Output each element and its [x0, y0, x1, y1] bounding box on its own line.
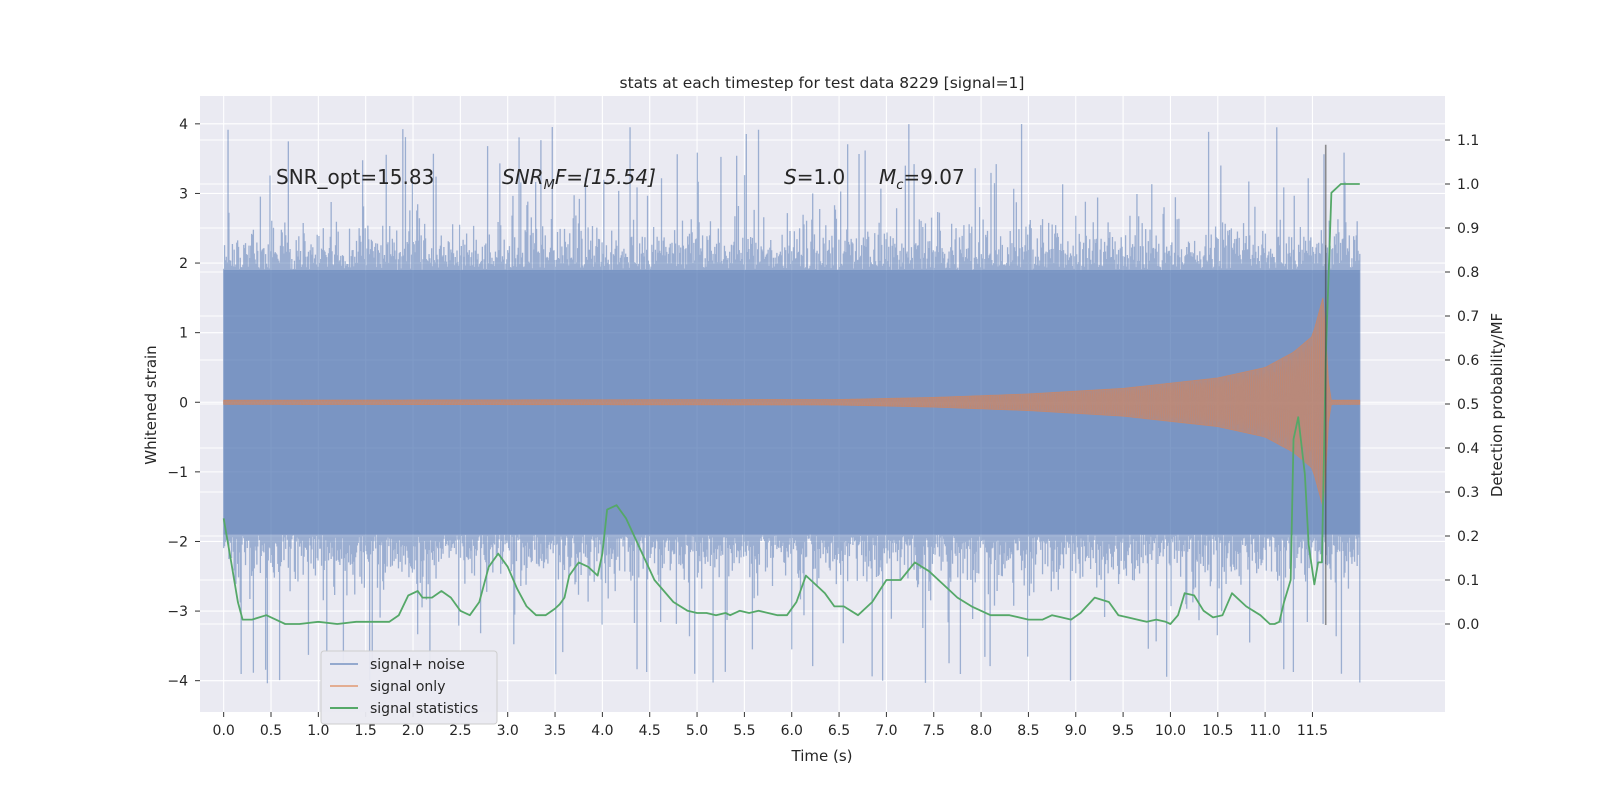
snr-mf-base: SNR — [502, 165, 544, 189]
x-tick-label: 8.5 — [1017, 723, 1039, 739]
x-tick-label: 9.0 — [1065, 723, 1087, 739]
legend: signal+ noise signal only signal statist… — [320, 650, 498, 725]
y-axis-label-left: Whitened strain — [142, 345, 160, 464]
x-axis-label: Time (s) — [791, 747, 853, 765]
x-tick-label: 6.5 — [828, 723, 850, 739]
s-rest: =1.0 — [797, 165, 846, 189]
x-tick-label: 5.5 — [733, 723, 755, 739]
x-tick-label: 10.0 — [1155, 723, 1186, 739]
snr-mf-rest: F=[15.54] — [555, 165, 656, 189]
legend-label-signal-noise: signal+ noise — [370, 657, 465, 673]
y-left-tick-label: 1 — [179, 326, 188, 342]
mc-sub: c — [896, 178, 903, 193]
y-right-tick-label: 0.4 — [1457, 441, 1479, 457]
x-tick-label: 7.0 — [875, 723, 897, 739]
x-tick-label: 3.5 — [544, 723, 566, 739]
x-tick-label: 4.5 — [639, 723, 661, 739]
signal-only-oscillation — [223, 305, 1361, 498]
y-left-tick-label: 4 — [179, 117, 188, 133]
x-tick-label: 5.0 — [686, 723, 708, 739]
y-left-tick-label: 2 — [179, 256, 188, 272]
y-right-tick-label: 1.1 — [1457, 133, 1479, 149]
annotation-snr-mf: SNRMF=[15.54] — [502, 165, 656, 193]
x-tick-label: 2.5 — [449, 723, 471, 739]
y-right-tick-label: 1.0 — [1457, 177, 1479, 193]
x-tick-label: 7.5 — [923, 723, 945, 739]
x-tick-label: 6.0 — [781, 723, 803, 739]
x-tick-label: 3.0 — [497, 723, 519, 739]
y-right-tick-label: 0.6 — [1457, 353, 1479, 369]
y-left-tick-label: −1 — [167, 465, 188, 481]
y-left-tick-label: −3 — [167, 604, 188, 620]
y-right-tick-label: 0.2 — [1457, 529, 1479, 545]
snr-mf-sub: M — [544, 178, 555, 193]
y-axis-label-right: Detection probability/MF — [1488, 313, 1506, 497]
x-tick-label: 4.0 — [591, 723, 613, 739]
signal-statistics-series — [222, 183, 1360, 625]
annotation-snr-opt: SNR_opt=15.83 — [276, 165, 434, 189]
signal-statistics-line — [222, 183, 1360, 625]
x-tick-label: 8.0 — [970, 723, 992, 739]
legend-label-signal-only: signal only — [370, 679, 445, 695]
annotation-s: S=1.0 — [784, 165, 845, 189]
y-right-tick-label: 0.5 — [1457, 397, 1479, 413]
x-tick-label: 9.5 — [1112, 723, 1134, 739]
x-tick-label: 11.5 — [1297, 723, 1328, 739]
y-right-tick-label: 0.7 — [1457, 309, 1479, 325]
mc-base: M — [879, 165, 896, 189]
y-right-tick-label: 0.1 — [1457, 573, 1479, 589]
mc-rest: =9.07 — [903, 165, 964, 189]
legend-label-signal-statistics: signal statistics — [370, 701, 478, 717]
x-tick-label: 1.5 — [355, 723, 377, 739]
annotation-mc: Mc=9.07 — [879, 165, 965, 193]
y-left-tick-label: −4 — [167, 674, 188, 690]
x-tick-label: 1.0 — [307, 723, 329, 739]
y-right-tick-label: 0.8 — [1457, 265, 1479, 281]
x-tick-label: 0.0 — [213, 723, 235, 739]
chart-title: stats at each timestep for test data 822… — [620, 74, 1025, 92]
s-base: S — [784, 165, 797, 189]
x-tick-label: 2.0 — [402, 723, 424, 739]
x-tick-label: 10.5 — [1202, 723, 1233, 739]
y-right-tick-labels: 1.1 1.0 0.9 0.8 0.7 0.6 0.5 0.4 0.3 0.2 0.1 0.0 — [1445, 133, 1479, 633]
x-tick-label: 11.0 — [1250, 723, 1281, 739]
y-right-tick-label: 0.3 — [1457, 485, 1479, 501]
x-tick-labels: 0.0 0.5 1.0 1.5 2.0 2.5 3.0 3.5 4.0 4.5 5.0 5.5 6.0 6… — [213, 712, 1328, 739]
y-right-tick-label: 0.0 — [1457, 617, 1479, 633]
signal-only-series — [223, 297, 1361, 507]
y-right-tick-label: 0.9 — [1457, 221, 1479, 237]
y-left-tick-label: 3 — [179, 186, 188, 202]
y-left-tick-label: 0 — [179, 395, 188, 411]
y-left-tick-label: −2 — [167, 534, 188, 550]
legend-box — [320, 650, 498, 725]
y-left-tick-labels: 4 3 2 1 0 −1 −2 −3 −4 — [167, 117, 200, 690]
signal-only-envelope — [223, 297, 1361, 507]
x-tick-label: 0.5 — [260, 723, 282, 739]
